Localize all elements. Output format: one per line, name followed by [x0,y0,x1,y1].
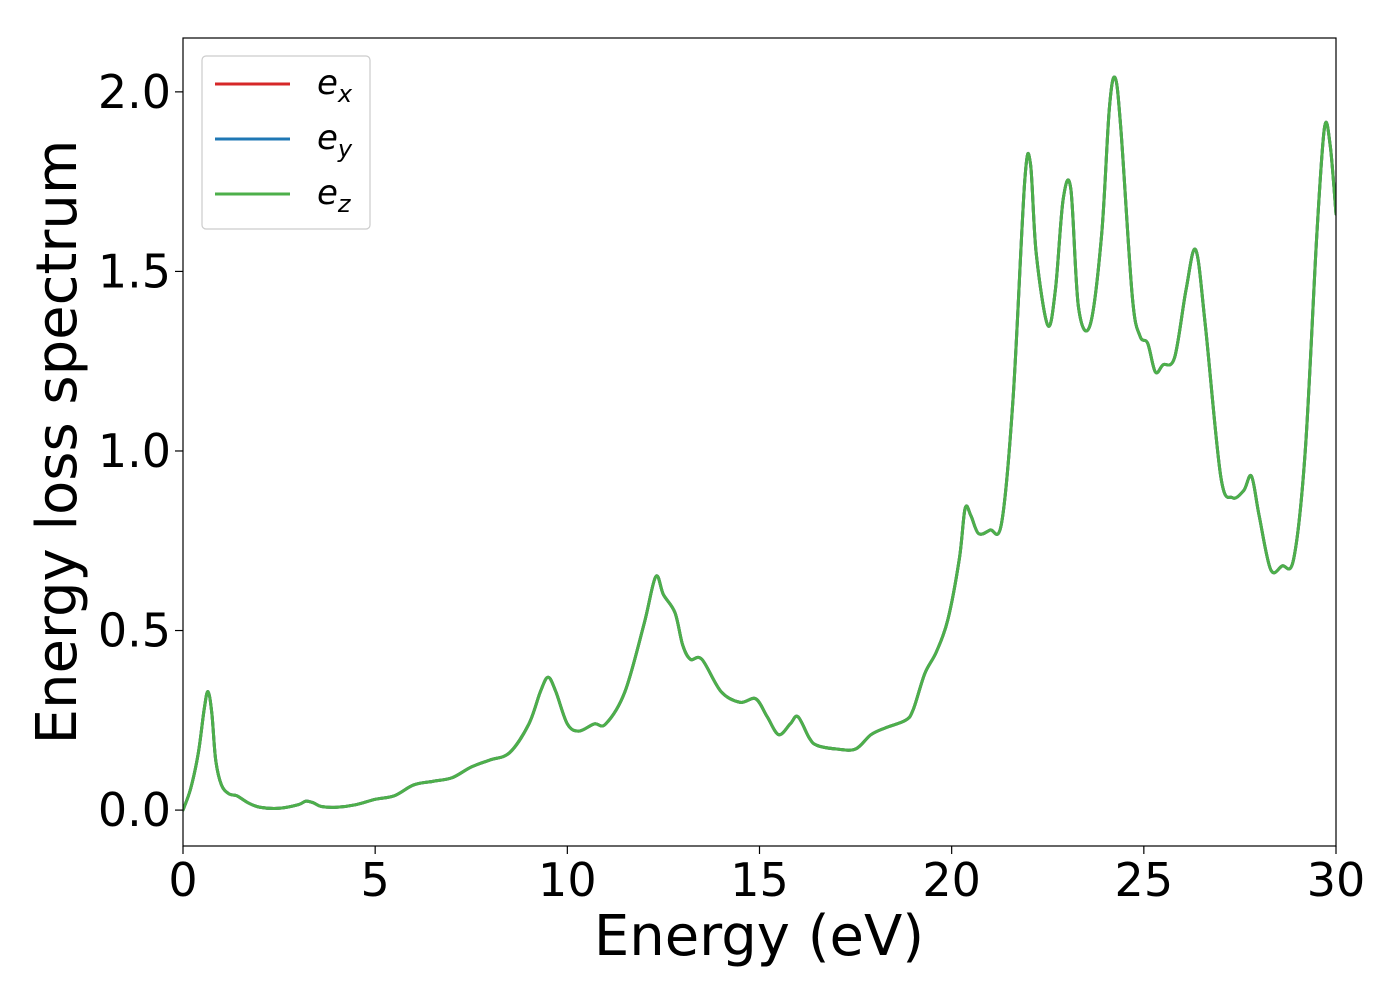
y-tick-label: 0.0 [98,783,171,837]
y-tick-label: 1.5 [98,244,171,298]
y-axis: 0.0 0.5 1.0 1.5 2.0 [98,65,183,837]
legend-label-ex: ex [317,63,353,108]
y-axis-label: Energy loss spectrum [25,140,90,745]
legend: ex ey ez [201,55,371,230]
legend-label-ey: ey [317,118,353,163]
x-tick-label: 5 [361,853,390,907]
x-axis: 0 5 10 15 20 25 30 [168,846,1365,907]
series-layer [183,75,1336,812]
y-tick-label: 2.0 [98,65,171,119]
y-tick-label: 1.0 [98,424,171,478]
legend-label-ez: ez [317,173,352,218]
x-tick-label: 15 [730,853,789,907]
x-tick-label: 10 [538,853,597,907]
x-tick-label: 0 [168,853,197,907]
x-tick-label: 25 [1115,853,1174,907]
plot-background [183,38,1336,846]
x-axis-label: Energy (eV) [594,904,924,969]
series-line-e-z [183,75,1336,812]
x-tick-label: 30 [1307,853,1366,907]
legend-box [201,55,371,230]
x-tick-label: 20 [922,853,981,907]
y-tick-label: 0.5 [98,604,171,658]
